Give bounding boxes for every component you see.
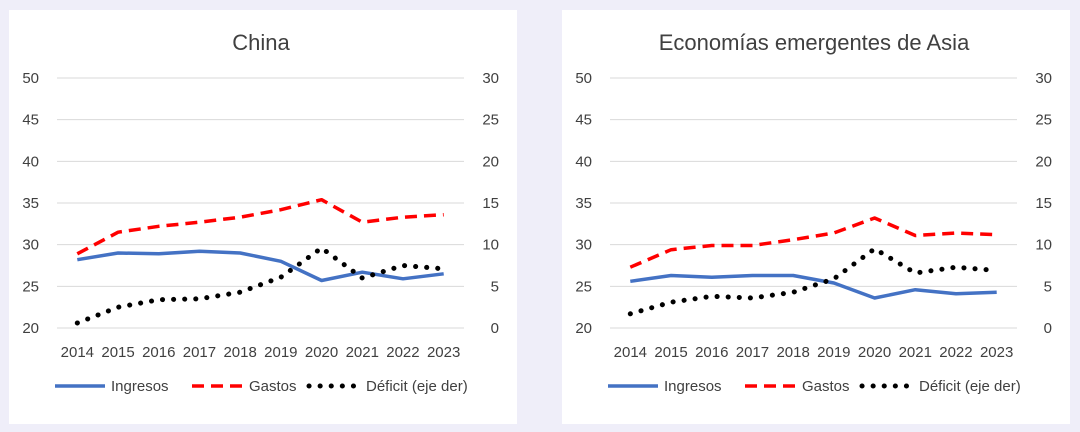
y-left-tick-label: 50 [575, 70, 592, 87]
series-line-ingresos [630, 273, 997, 300]
legend-label: Gastos [802, 378, 850, 395]
y-left-tick-label: 40 [575, 153, 592, 170]
series-line-deficit [74, 245, 447, 326]
y-left-tick-label: 20 [575, 320, 592, 337]
y-left-tick-label: 35 [22, 195, 39, 212]
legend-label: Gastos [249, 378, 297, 395]
y-left-tick-label: 50 [22, 70, 39, 87]
series-line-deficit [627, 246, 1000, 317]
x-tick-label: 2019 [817, 344, 850, 361]
x-tick-label: 2016 [695, 344, 728, 361]
x-tick-label: 2019 [264, 344, 297, 361]
series-line-gastos [76, 197, 444, 256]
legend-label: Ingresos [664, 378, 722, 395]
x-tick-label: 2015 [654, 344, 687, 361]
y-left-tick-label: 30 [575, 237, 592, 254]
x-tick-label: 2015 [101, 344, 134, 361]
chart-panel-emerging-asia: Economías emergentes de Asia 20 25 30 35 40 45… [562, 10, 1070, 424]
x-tick-label: 2016 [142, 344, 175, 361]
x-tick-label: 2017 [736, 344, 769, 361]
y-left-tick-label: 30 [22, 237, 39, 254]
x-tick-label: 2021 [346, 344, 379, 361]
y-right-tick-label: 15 [1035, 195, 1052, 212]
y-right-tick-label: 0 [1044, 320, 1052, 337]
y-right-tick-label: 10 [1035, 237, 1052, 254]
series-line-gastos [629, 216, 997, 269]
x-tick-label: 2021 [899, 344, 932, 361]
legend-label: Déficit (eje der) [919, 378, 1021, 395]
y-left-tick-label: 20 [22, 320, 39, 337]
x-tick-label: 2020 [858, 344, 891, 361]
y-right-tick-label: 20 [1035, 153, 1052, 170]
x-tick-label: 2023 [427, 344, 460, 361]
y-left-tick-label: 40 [22, 153, 39, 170]
x-tick-label: 2022 [939, 344, 972, 361]
legend-label: Ingresos [111, 378, 169, 395]
x-tick-label: 2018 [223, 344, 256, 361]
x-tick-label: 2017 [183, 344, 216, 361]
y-right-tick-label: 5 [1044, 278, 1052, 295]
y-right-tick-label: 5 [491, 278, 499, 295]
y-right-tick-label: 30 [1035, 70, 1052, 87]
y-right-tick-label: 10 [482, 237, 499, 254]
x-tick-label: 2022 [386, 344, 419, 361]
y-right-tick-label: 25 [1035, 112, 1052, 129]
x-tick-label: 2014 [614, 344, 647, 361]
chart-title: Economías emergentes de Asia [659, 30, 970, 55]
y-right-tick-label: 0 [491, 320, 499, 337]
y-left-tick-label: 45 [575, 112, 592, 129]
y-right-tick-label: 25 [482, 112, 499, 129]
x-tick-label: 2023 [980, 344, 1013, 361]
x-tick-label: 2020 [305, 344, 338, 361]
x-tick-label: 2014 [61, 344, 94, 361]
chart-panel-china: China 20 25 30 35 40 45 50 0 5 10 15 20 25 30 2014 2015 2… [9, 10, 517, 424]
series-line-ingresos [77, 249, 444, 283]
y-left-tick-label: 45 [22, 112, 39, 129]
chart-title: China [232, 30, 290, 55]
y-left-tick-label: 25 [22, 278, 39, 295]
legend-label: Déficit (eje der) [366, 378, 468, 395]
y-right-tick-label: 15 [482, 195, 499, 212]
chart-china: China 20 25 30 35 40 45 50 0 5 10 15 20 25 30 2014 2015 2… [22, 30, 499, 395]
chart-emerging-asia: Economías emergentes de Asia 20 25 30 35 40 45… [575, 30, 1052, 395]
y-right-tick-label: 30 [482, 70, 499, 87]
x-tick-label: 2018 [776, 344, 809, 361]
y-left-tick-label: 25 [575, 278, 592, 295]
y-left-tick-label: 35 [575, 195, 592, 212]
y-right-tick-label: 20 [482, 153, 499, 170]
